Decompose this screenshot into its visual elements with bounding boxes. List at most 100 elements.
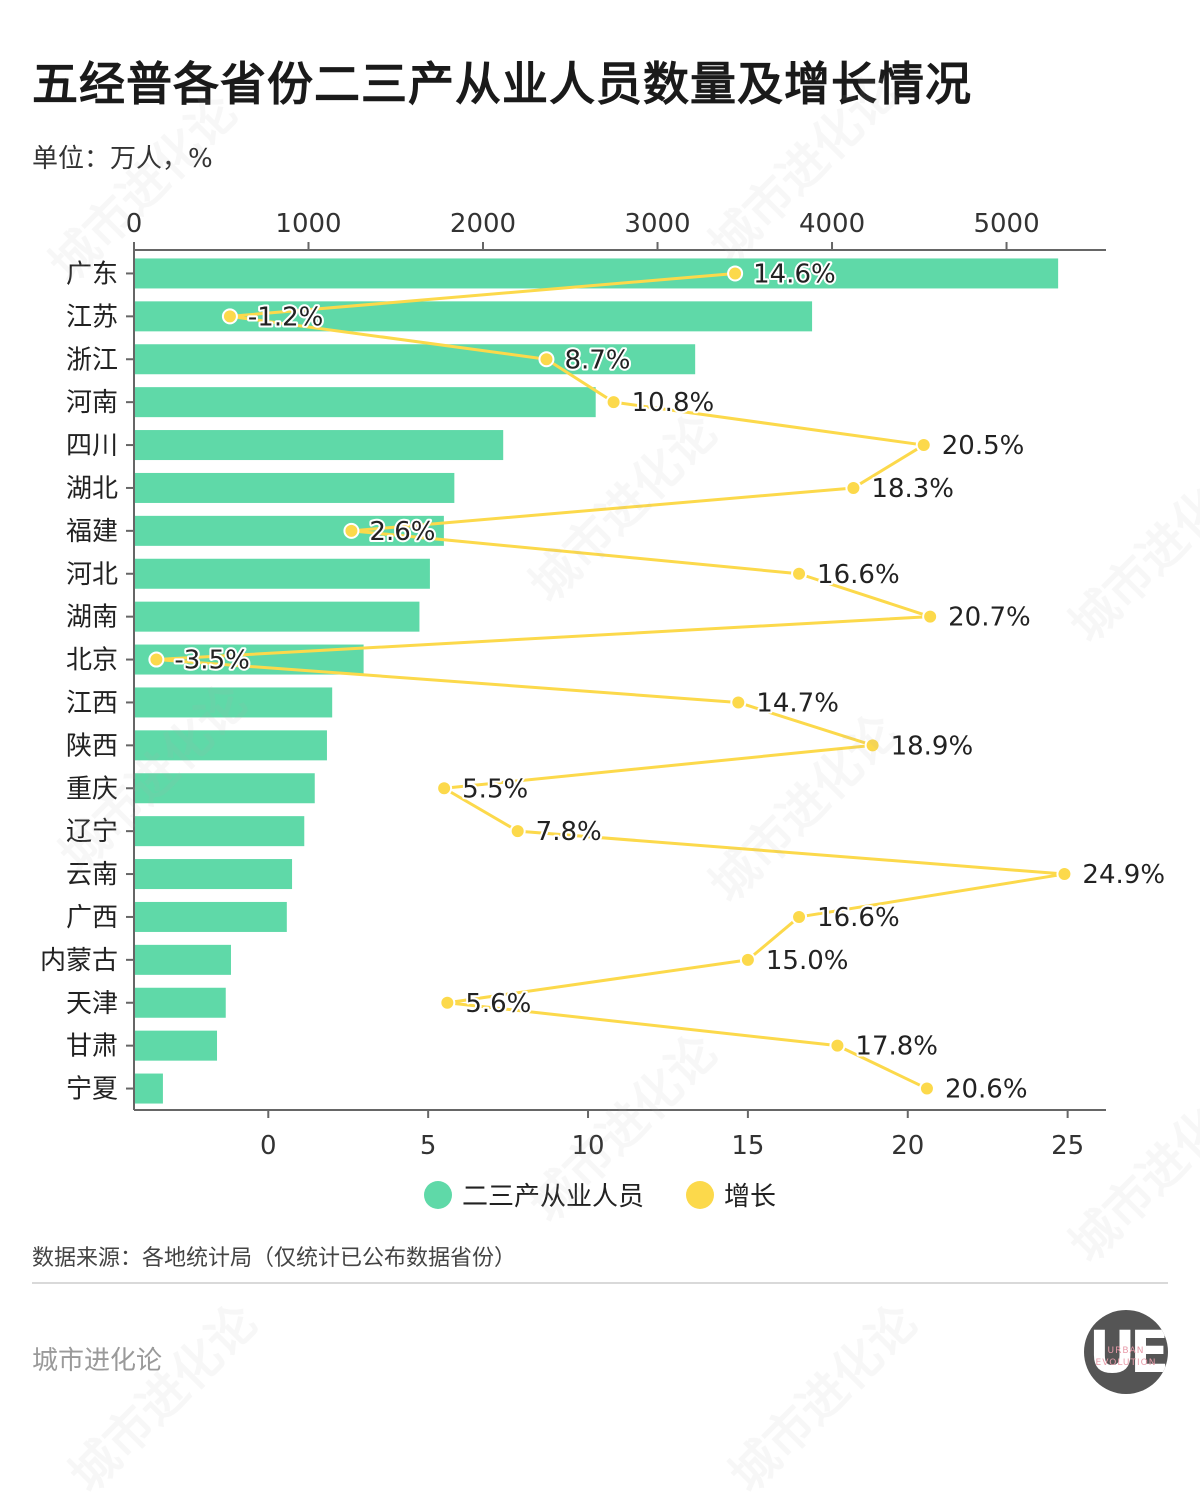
legend-item-bar[interactable]: 二三产从业人员 <box>423 1176 644 1213</box>
category-label: 河北 <box>66 560 118 590</box>
bar <box>135 1073 163 1104</box>
growth-data-label: 16.6% <box>817 560 900 590</box>
bar <box>135 301 813 332</box>
growth-point <box>538 351 555 368</box>
brand-name: 城市进化论 <box>32 1346 163 1376</box>
category-label: 四川 <box>66 431 118 461</box>
bar <box>135 687 333 718</box>
watermark: 城市进化论 <box>718 1293 929 1504</box>
growth-data-label: 14.6% <box>753 259 836 289</box>
bar <box>135 430 504 461</box>
bar <box>135 901 287 932</box>
legend-swatch-bar <box>423 1180 452 1209</box>
growth-data-label: 18.3% <box>871 474 954 504</box>
growth-data-label: 2.6% <box>369 517 435 547</box>
growth-data-label: 10.8% <box>632 388 715 418</box>
category-label: 内蒙古 <box>40 946 118 976</box>
growth-point <box>915 437 932 454</box>
bottom-axis-tick-label: 15 <box>731 1131 764 1161</box>
bottom-axis-tick-label: 20 <box>891 1131 924 1161</box>
growth-data-label: 20.5% <box>942 431 1025 461</box>
growth-point <box>436 780 453 797</box>
growth-point <box>221 308 238 325</box>
growth-data-label: 14.7% <box>756 688 839 718</box>
bar <box>135 387 596 418</box>
category-label: 广东 <box>66 259 118 289</box>
growth-point <box>739 951 756 968</box>
unit-label: 单位：万人，% <box>32 144 213 174</box>
category-label: 江苏 <box>66 302 118 332</box>
bar <box>135 258 1059 289</box>
growth-point <box>864 737 881 754</box>
growth-point <box>148 651 165 668</box>
footer-divider <box>32 1282 1168 1284</box>
growth-data-label: 8.7% <box>564 345 630 375</box>
bottom-axis-tick-label: 5 <box>420 1131 437 1161</box>
growth-data-label: -3.5% <box>174 646 249 676</box>
bottom-axis-tick-label: 0 <box>260 1131 277 1161</box>
legend-swatch-line <box>686 1180 714 1209</box>
legend-label-line: 增长 <box>724 1182 777 1212</box>
growth-line <box>154 271 1066 1090</box>
growth-point <box>791 908 808 925</box>
category-label: 福建 <box>66 517 118 547</box>
growth-data-label: 24.9% <box>1082 860 1165 890</box>
growth-point <box>509 823 526 840</box>
growth-data-label: 7.8% <box>536 817 602 847</box>
category-label: 陕西 <box>66 731 118 761</box>
top-axis-tick-label: 1000 <box>275 209 341 239</box>
top-axis-tick-label: 5000 <box>973 209 1039 239</box>
growth-point <box>727 265 744 282</box>
chart-title: 五经普各省份二三产从业人员数量及增长情况 <box>32 57 972 111</box>
top-axis-tick-label: 3000 <box>624 209 690 239</box>
bottom-axis-tick-label: 10 <box>571 1131 604 1161</box>
category-label: 云南 <box>66 860 118 890</box>
growth-data-label: 16.6% <box>817 903 900 933</box>
category-label: 河南 <box>66 388 118 418</box>
category-label: 广西 <box>66 903 118 933</box>
bar <box>135 601 420 632</box>
bar <box>135 1030 218 1061</box>
legend-label-bar: 二三产从业人员 <box>461 1182 644 1212</box>
bar <box>135 987 226 1018</box>
growth-data-label: 18.9% <box>891 731 974 761</box>
bar <box>135 344 696 375</box>
bar <box>135 472 455 503</box>
growth-point <box>791 565 808 582</box>
category-label: 北京 <box>66 646 118 676</box>
category-label: 辽宁 <box>66 817 118 847</box>
category-label: 重庆 <box>66 774 118 804</box>
bar <box>135 859 293 890</box>
growth-data-label: -1.2% <box>248 302 323 332</box>
logo-line2: EVOLUTION <box>1095 1358 1157 1368</box>
watermark: 城市进化论 <box>58 1293 269 1504</box>
bar <box>135 944 231 975</box>
growth-point <box>605 394 622 411</box>
bar <box>135 773 315 804</box>
bottom-axis-tick-label: 25 <box>1051 1131 1084 1161</box>
growth-data-label: 17.8% <box>855 1032 938 1062</box>
category-label: 浙江 <box>66 345 118 375</box>
legend-item-line[interactable]: 增长 <box>686 1176 776 1213</box>
category-label: 天津 <box>66 989 118 1019</box>
growth-point <box>1056 866 1073 883</box>
growth-point <box>730 694 747 711</box>
category-label: 甘肃 <box>66 1032 118 1062</box>
growth-point <box>922 608 939 625</box>
bar <box>135 515 444 546</box>
brand-logo: UE URBAN EVOLUTION <box>1084 1310 1168 1394</box>
bar <box>135 558 430 589</box>
category-label: 湖南 <box>66 603 118 633</box>
growth-point <box>439 994 456 1011</box>
bar <box>135 730 327 761</box>
growth-point <box>845 479 862 496</box>
logo-mark: UE <box>1088 1318 1168 1386</box>
growth-point <box>343 522 360 539</box>
top-axis-tick-label: 4000 <box>799 209 865 239</box>
growth-data-label: 20.7% <box>948 603 1031 633</box>
top-axis-tick-label: 2000 <box>450 209 516 239</box>
source-note: 数据来源：各地统计局（仅统计已公布数据省份） <box>32 1246 517 1271</box>
growth-point <box>918 1080 935 1097</box>
bar <box>135 816 305 847</box>
combo-chart: 0 1000 2000 3000 4000 5000 0 5 10 15 20 25 广东江苏浙江河南四… <box>40 209 1167 1161</box>
